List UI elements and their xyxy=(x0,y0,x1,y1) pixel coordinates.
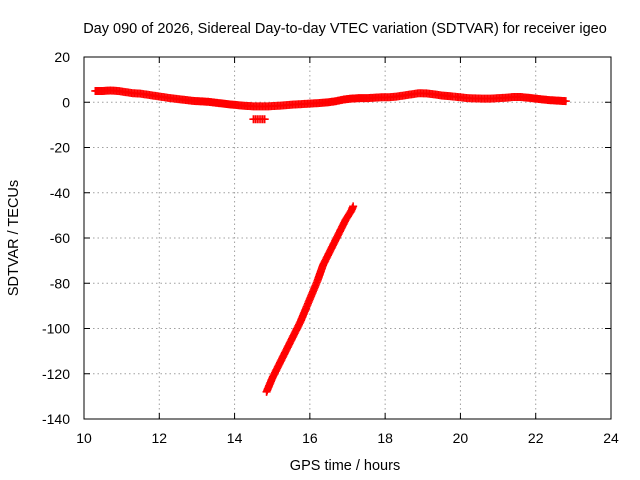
y-tick-label: -20 xyxy=(50,140,70,156)
series-1 xyxy=(249,115,269,124)
series-0 xyxy=(91,86,570,111)
plot-frame xyxy=(83,56,612,420)
x-tick-label: 14 xyxy=(227,430,243,446)
y-tick-label: -120 xyxy=(42,366,70,382)
chart-title: Day 090 of 2026, Sidereal Day-to-day VTE… xyxy=(83,21,607,37)
y-tick-label: -140 xyxy=(42,411,70,427)
y-tick-labels: 20 0 -20 -40 -60 -80 -100 -120 -140 xyxy=(42,49,70,427)
y-tick-label: 20 xyxy=(54,49,70,65)
y-axis-title: SDTVAR / TECUs xyxy=(6,180,22,296)
series-2 xyxy=(262,202,358,396)
x-tick-label: 20 xyxy=(453,430,469,446)
x-tick-labels: 10 12 14 16 18 20 22 24 xyxy=(76,430,619,446)
data-point-fill xyxy=(258,115,267,124)
x-tick-label: 12 xyxy=(151,430,167,446)
x-tick-label: 24 xyxy=(603,430,619,446)
tick-marks xyxy=(83,56,612,420)
data-point-fill xyxy=(348,203,357,212)
x-tick-label: 10 xyxy=(76,430,92,446)
grid xyxy=(84,57,611,419)
y-tick-label: -40 xyxy=(50,185,70,201)
y-tick-label: -60 xyxy=(50,230,70,246)
y-tick-label: -100 xyxy=(42,321,70,337)
x-tick-label: 18 xyxy=(377,430,393,446)
y-tick-label: -80 xyxy=(50,275,70,291)
x-tick-label: 22 xyxy=(528,430,544,446)
data-points xyxy=(91,86,570,396)
data-point-fill xyxy=(560,97,569,106)
y-tick-label: 0 xyxy=(62,94,70,110)
x-axis-title: GPS time / hours xyxy=(290,458,400,474)
data-point-fill xyxy=(345,209,354,218)
x-tick-label: 16 xyxy=(302,430,318,446)
